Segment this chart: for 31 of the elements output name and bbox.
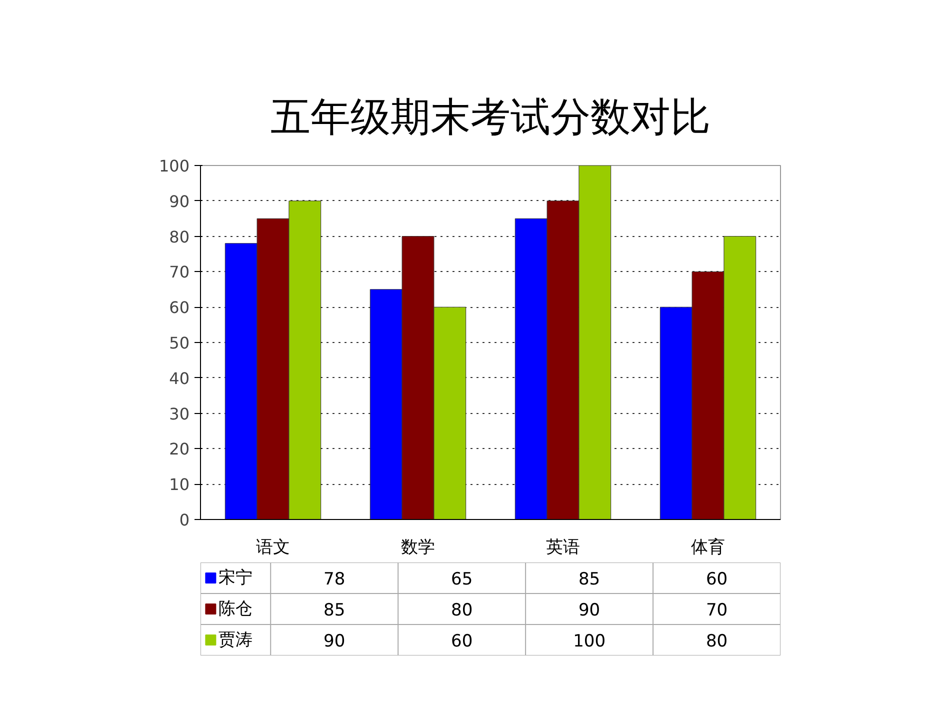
y-tick-label: 10 bbox=[169, 475, 190, 494]
data-label: 60 bbox=[706, 570, 728, 590]
y-tick-label: 20 bbox=[169, 440, 190, 459]
y-tick-label: 50 bbox=[169, 334, 190, 352]
legend-label: 陈仓 bbox=[218, 599, 252, 619]
x-tick-label: 体育 bbox=[691, 538, 725, 558]
x-tick-label: 语文 bbox=[256, 538, 290, 558]
data-label: 80 bbox=[451, 600, 473, 620]
y-tick-label: 40 bbox=[169, 368, 190, 388]
data-label: 85 bbox=[578, 570, 600, 590]
data-label: 70 bbox=[706, 600, 728, 620]
y-tick-label: 90 bbox=[169, 192, 190, 211]
y-tick-label: 80 bbox=[169, 227, 190, 246]
x-tick-label: 数学 bbox=[401, 538, 435, 558]
data-label: 78 bbox=[324, 570, 346, 590]
y-tick-label: 60 bbox=[169, 298, 190, 318]
data-label: 60 bbox=[451, 632, 473, 652]
y-tick-label: 100 bbox=[158, 156, 190, 176]
y-tick-label: 0 bbox=[179, 510, 190, 530]
data-label: 100 bbox=[573, 632, 606, 652]
data-label: 80 bbox=[706, 632, 728, 652]
data-label: 90 bbox=[324, 632, 346, 652]
y-tick-label: 30 bbox=[169, 404, 190, 424]
legend-label: 宋宁 bbox=[218, 568, 252, 588]
x-tick-label: 英语 bbox=[546, 538, 580, 558]
data-label: 85 bbox=[324, 600, 346, 620]
legend-label: 贾涛 bbox=[218, 630, 252, 650]
chart-title: 五年级期末考试分数对比 bbox=[270, 94, 710, 140]
data-label: 65 bbox=[451, 570, 473, 590]
y-tick-label: 70 bbox=[169, 262, 190, 282]
data-label: 90 bbox=[578, 600, 600, 620]
